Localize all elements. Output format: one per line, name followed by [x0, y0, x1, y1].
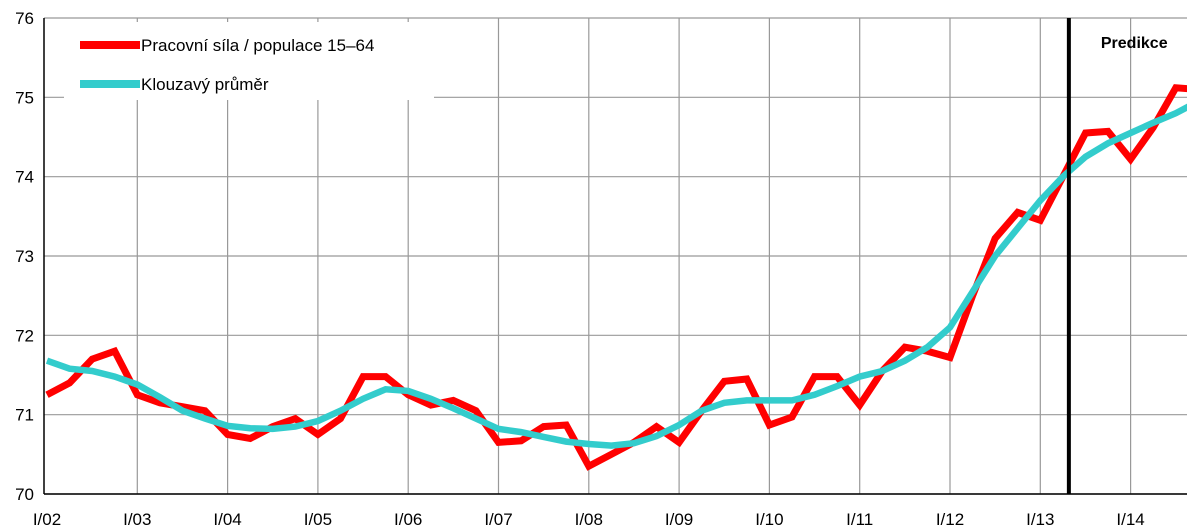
- y-tick-label: 74: [15, 168, 34, 187]
- x-tick-label: I/05: [304, 510, 332, 529]
- x-tick-label: I/13: [1026, 510, 1054, 529]
- legend-label: Klouzavý průměr: [141, 75, 269, 94]
- x-tick-label: I/14: [1116, 510, 1144, 529]
- x-tick-label: I/04: [213, 510, 241, 529]
- x-tick-label: I/07: [484, 510, 512, 529]
- y-tick-labels: 70 71 72 73 74 75 76: [15, 9, 34, 504]
- x-tick-label: I/11: [846, 510, 873, 529]
- x-tick-label: I/06: [394, 510, 422, 529]
- series-layer: [45, 84, 1187, 471]
- series-line-moving-average: [45, 103, 1187, 449]
- x-tick-label: I/08: [575, 510, 603, 529]
- prediction-layer: Predikce: [1066, 18, 1168, 494]
- x-tick-labels: I/02 I/03 I/04 I/05 I/06 I/07 I/08 I/09 I/10 I/11…: [33, 510, 1145, 529]
- y-tick-label: 75: [15, 88, 34, 107]
- series-line-labour-force-ratio: [45, 84, 1187, 471]
- y-tick-label: 70: [15, 485, 34, 504]
- legend: Pracovní síla / populace 15–64 Klouzavý p…: [64, 22, 434, 100]
- x-tick-label: I/10: [755, 510, 783, 529]
- y-tick-label: 76: [15, 9, 34, 28]
- x-tick-label: I/12: [936, 510, 964, 529]
- x-tick-label: I/02: [33, 510, 61, 529]
- y-tick-label: 73: [15, 247, 34, 266]
- y-tick-label: 71: [15, 406, 34, 425]
- prediction-label: Predikce: [1101, 35, 1168, 52]
- axes: [43, 18, 1187, 495]
- y-tick-label: 72: [15, 326, 34, 345]
- legend-label: Pracovní síla / populace 15–64: [141, 36, 374, 55]
- x-tick-label: I/09: [665, 510, 693, 529]
- x-tick-label: I/03: [123, 510, 151, 529]
